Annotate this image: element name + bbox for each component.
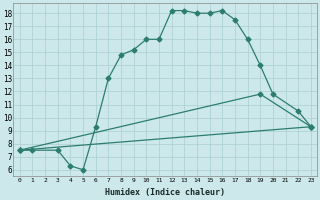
X-axis label: Humidex (Indice chaleur): Humidex (Indice chaleur) xyxy=(105,188,225,197)
